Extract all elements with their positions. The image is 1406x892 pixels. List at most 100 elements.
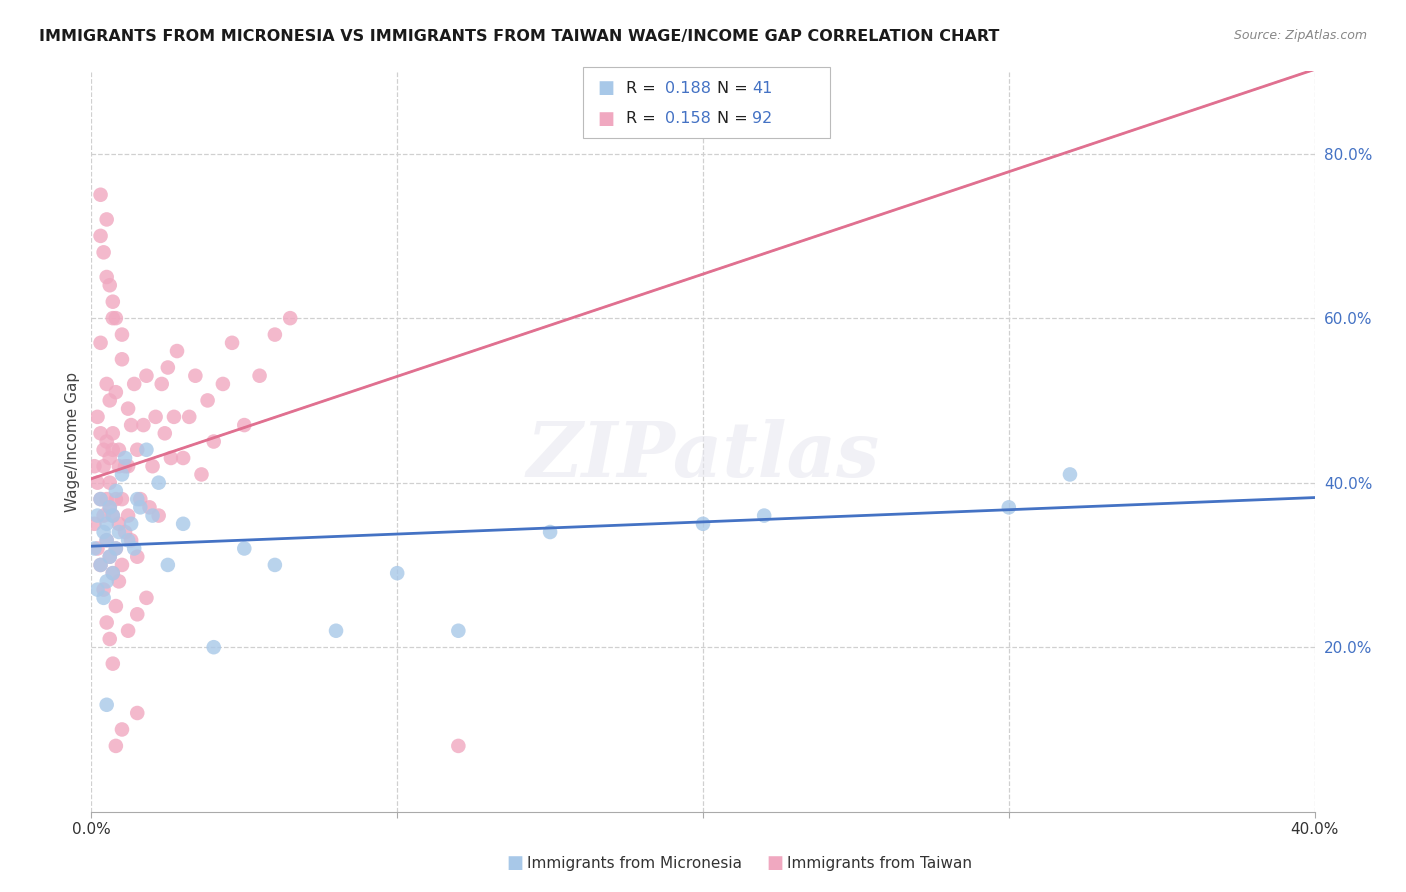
Point xyxy=(101,657,124,671)
Point xyxy=(104,385,127,400)
Point xyxy=(96,376,118,391)
Text: ■: ■ xyxy=(598,110,614,128)
Point xyxy=(754,508,776,523)
Point xyxy=(153,426,176,441)
Point xyxy=(98,549,121,564)
Text: 92: 92 xyxy=(752,112,772,126)
Point xyxy=(108,574,131,589)
Point xyxy=(172,450,194,465)
Point xyxy=(111,492,134,507)
Point xyxy=(90,492,112,507)
Text: 0.158: 0.158 xyxy=(665,112,711,126)
Point xyxy=(96,492,118,507)
Point xyxy=(90,187,112,202)
Text: ■: ■ xyxy=(506,855,523,872)
Text: N =: N = xyxy=(717,112,754,126)
Point xyxy=(132,418,155,433)
Point xyxy=(111,723,134,737)
Point xyxy=(148,475,170,490)
Text: 41: 41 xyxy=(752,81,772,95)
Y-axis label: Wage/Income Gap: Wage/Income Gap xyxy=(65,371,80,512)
Point xyxy=(96,574,118,589)
Text: N =: N = xyxy=(717,81,754,95)
Point xyxy=(98,549,121,564)
Point xyxy=(93,591,115,605)
Point xyxy=(141,459,163,474)
Point xyxy=(83,459,105,474)
Point xyxy=(101,311,124,326)
Point xyxy=(117,508,139,523)
Point xyxy=(98,500,121,515)
Point xyxy=(101,566,124,581)
Point xyxy=(135,442,157,457)
Point xyxy=(264,327,287,342)
Point xyxy=(98,500,121,515)
Point xyxy=(278,311,301,326)
Point xyxy=(93,459,115,474)
Point xyxy=(108,459,131,474)
Point xyxy=(127,706,149,720)
Point xyxy=(90,558,112,572)
Point xyxy=(104,599,127,613)
Point xyxy=(96,270,118,285)
Point xyxy=(202,434,225,449)
Point xyxy=(98,475,121,490)
Point xyxy=(96,533,118,548)
Point xyxy=(179,409,201,424)
Point xyxy=(114,524,136,539)
Point xyxy=(90,335,112,350)
Point xyxy=(96,516,118,531)
Point xyxy=(96,212,118,227)
Point xyxy=(93,524,115,539)
Point xyxy=(108,442,131,457)
Point xyxy=(96,615,118,630)
Point xyxy=(233,418,256,433)
Point xyxy=(212,376,235,391)
Point xyxy=(145,409,167,424)
Text: ■: ■ xyxy=(598,79,614,97)
Point xyxy=(264,558,287,572)
Point xyxy=(692,516,714,531)
Point xyxy=(1059,467,1081,482)
Point xyxy=(202,640,225,655)
Point xyxy=(117,624,139,638)
Point xyxy=(90,558,112,572)
Point xyxy=(96,434,118,449)
Point xyxy=(86,541,108,556)
Text: 0.188: 0.188 xyxy=(665,81,711,95)
Point xyxy=(98,278,121,293)
Point xyxy=(160,450,183,465)
Point xyxy=(150,376,173,391)
Point xyxy=(83,541,105,556)
Point xyxy=(93,508,115,523)
Point xyxy=(101,566,124,581)
Point xyxy=(233,541,256,556)
Point xyxy=(325,624,347,638)
Text: Immigrants from Micronesia: Immigrants from Micronesia xyxy=(527,856,742,871)
Point xyxy=(166,344,188,359)
Point xyxy=(86,475,108,490)
Point xyxy=(249,368,271,383)
Point xyxy=(156,558,179,572)
Point xyxy=(163,409,186,424)
Point xyxy=(135,591,157,605)
Point xyxy=(127,442,149,457)
Point xyxy=(447,624,470,638)
Point xyxy=(135,368,157,383)
Point xyxy=(83,516,105,531)
Point xyxy=(101,294,124,309)
Point xyxy=(86,582,108,597)
Point xyxy=(122,541,145,556)
Point xyxy=(98,393,121,408)
Point xyxy=(120,533,142,548)
Point xyxy=(221,335,243,350)
Point xyxy=(104,541,127,556)
Point xyxy=(93,582,115,597)
Point xyxy=(117,401,139,416)
Point xyxy=(190,467,212,482)
Point xyxy=(111,558,134,572)
Point xyxy=(111,327,134,342)
Point xyxy=(447,739,470,753)
Point xyxy=(172,516,194,531)
Point xyxy=(127,492,149,507)
